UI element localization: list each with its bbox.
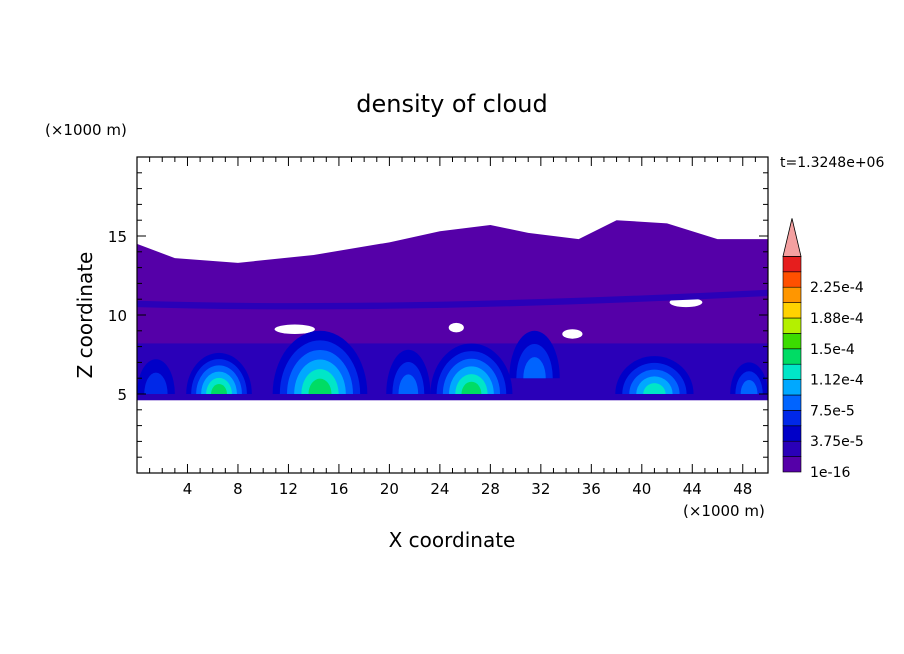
colorbar-swatch — [782, 379, 802, 396]
x-tick-label: 40 — [632, 480, 651, 498]
y-tick-label: 5 — [117, 386, 127, 404]
colorbar-swatch — [782, 394, 802, 411]
y-unit-label: (×1000 m) — [45, 121, 127, 139]
colorbar-swatch — [782, 302, 802, 319]
colorbar-label: 1.88e-4 — [810, 311, 864, 327]
y-axis: 5 10 15 — [108, 172, 768, 458]
time-label: t=1.3248e+06 — [780, 155, 884, 171]
colorbar-swatch — [782, 271, 802, 288]
core-contour — [740, 379, 758, 394]
colorbar-swatch — [782, 363, 802, 380]
clear-gap — [562, 329, 583, 339]
colorbar-label: 3.75e-5 — [810, 434, 864, 450]
core-contour — [211, 384, 227, 394]
colorbar-swatch — [782, 348, 802, 365]
x-axis: 4 8 12 16 20 24 28 32 36 40 44 48 — [149, 157, 756, 498]
x-tick-label: 36 — [582, 480, 601, 498]
core-contour — [461, 381, 482, 394]
clear-gap — [448, 322, 464, 333]
core-contour — [398, 374, 419, 394]
colorbar-swatch — [782, 425, 802, 442]
clear-below — [137, 400, 768, 473]
core-contour — [144, 372, 168, 394]
x-tick-label: 28 — [481, 480, 500, 498]
y-tick-label: 15 — [108, 228, 127, 246]
chart-title: density of cloud — [356, 90, 547, 118]
y-axis-label: Z coordinate — [73, 252, 97, 379]
core-contour — [308, 378, 332, 394]
x-tick-label: 16 — [329, 480, 348, 498]
x-unit-label: (×1000 m) — [683, 502, 765, 520]
x-tick-label: 44 — [683, 480, 702, 498]
x-tick-label: 32 — [531, 480, 550, 498]
x-tick-label: 48 — [733, 480, 752, 498]
colorbar-label: 1.5e-4 — [810, 342, 855, 358]
colorbar-swatch — [782, 456, 802, 473]
colorbar: 1e-16 3.75e-5 7.5e-5 1.12e-4 1.5e-4 1.88e-4 2.… — [782, 218, 864, 481]
colorbar-label: 2.25e-4 — [810, 280, 864, 296]
x-tick-label: 24 — [430, 480, 449, 498]
x-tick-label: 20 — [380, 480, 399, 498]
contour-field — [137, 220, 768, 473]
core-contour — [643, 383, 666, 394]
x-tick-label: 8 — [233, 480, 243, 498]
colorbar-label: 7.5e-5 — [810, 403, 855, 419]
x-tick-label: 12 — [279, 480, 298, 498]
colorbar-swatch — [782, 256, 802, 273]
colorbar-label: 1.12e-4 — [810, 373, 864, 389]
x-tick-label: 4 — [183, 480, 193, 498]
colorbar-swatch — [782, 286, 802, 303]
colorbar-label: 1e-16 — [810, 465, 850, 481]
colorbar-swatch — [782, 333, 802, 350]
upper-streak — [137, 289, 768, 310]
y-tick-label: 10 — [108, 307, 127, 325]
clear-gap — [274, 324, 315, 334]
colorbar-extend-arrow — [782, 218, 802, 257]
colorbar-swatch — [782, 317, 802, 334]
colorbar-swatch — [782, 440, 802, 457]
core-contour — [523, 357, 546, 379]
x-axis-label: X coordinate — [389, 528, 516, 552]
colorbar-swatch — [782, 410, 802, 427]
